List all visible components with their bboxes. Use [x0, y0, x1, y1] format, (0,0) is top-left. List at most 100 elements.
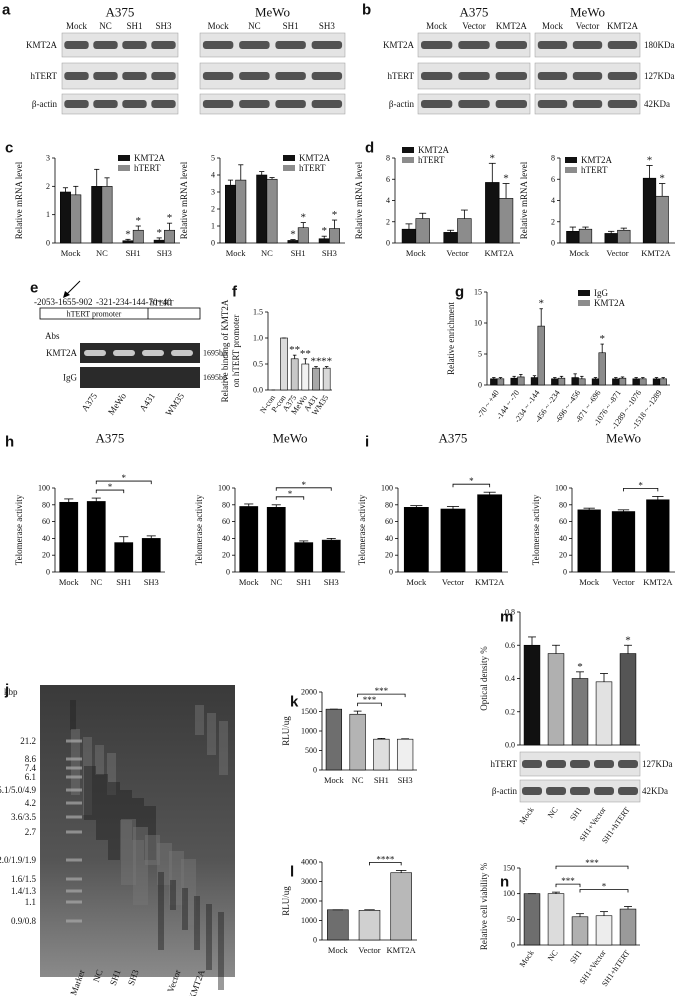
y-tick-label: 1.5: [253, 308, 263, 317]
bar: [611, 511, 636, 573]
y-tick-label: 100: [38, 484, 50, 493]
blot-band: [275, 72, 306, 80]
bar: [390, 872, 412, 941]
blot-band: [275, 100, 306, 108]
bar: [440, 508, 466, 573]
y-axis-label: Relative mRNA level: [354, 161, 364, 239]
row-label: hTERT: [31, 71, 58, 81]
x-tick-label: SH1: [291, 248, 306, 258]
blot-band: [594, 787, 614, 795]
y-tick-label: 0: [226, 568, 230, 577]
blot-background: [199, 93, 346, 115]
lane-label: SH1: [283, 21, 299, 31]
y-tick-label: 6: [551, 175, 555, 184]
blot-band: [570, 760, 590, 768]
y-tick-label: 4: [211, 171, 215, 180]
lane-label: A431: [137, 391, 157, 413]
marker-band: [66, 815, 82, 819]
y-tick-label: 2000: [301, 688, 317, 697]
bar: [659, 378, 667, 386]
bar: [578, 228, 593, 244]
y-tick-label: 5: [211, 154, 215, 163]
bracket: [452, 483, 491, 488]
blot-band: [93, 72, 118, 80]
bar: [577, 509, 601, 573]
blot-band: [522, 760, 542, 768]
size-label: 1695bp: [203, 373, 227, 382]
y-tick-label: 100: [218, 484, 230, 493]
y-tick-label: 2: [386, 217, 390, 226]
y-axis-label: Relative cell viability %: [479, 862, 489, 950]
x-tick-label: Mock: [324, 775, 345, 785]
y-tick-label: 2: [211, 205, 215, 214]
bar: [557, 377, 566, 386]
bar: [642, 177, 657, 244]
significance: *: [490, 152, 496, 164]
legend-swatch: [565, 167, 577, 173]
lane-label: NC: [91, 968, 105, 983]
y-tick-label: 0: [511, 941, 515, 950]
panel-letter: h: [5, 434, 14, 451]
marker-band: [66, 889, 82, 893]
bar: [294, 542, 314, 573]
y-tick-label: 0: [46, 568, 50, 577]
y-tick-label: 8: [551, 154, 555, 163]
bracket: [275, 487, 332, 491]
lane-label: MeWo: [106, 391, 128, 417]
x-tick-label: NC: [270, 577, 282, 587]
significance: *: [659, 173, 665, 185]
x-tick-label: KMT2A: [475, 577, 505, 587]
bar: [403, 507, 429, 573]
marker-band: [66, 766, 82, 770]
gel-streak: [158, 872, 164, 950]
lane-label: Mock: [208, 21, 229, 31]
marker-label: 4.2: [25, 798, 36, 808]
y-tick-label: 0.0: [505, 741, 515, 750]
significance: *: [125, 228, 131, 240]
bracket-label: *: [602, 882, 607, 892]
positions: -321-234-144-70+40: [96, 297, 172, 307]
marker-label: 7.4: [25, 763, 37, 773]
bar: [571, 916, 589, 946]
gel-streak: [218, 912, 224, 990]
y-axis-label: Telomerase activity: [194, 494, 204, 565]
y-tick-label: 20: [559, 551, 567, 560]
bracket: [623, 488, 659, 492]
gel-streak: [157, 843, 172, 885]
x-tick-label: Mock: [59, 577, 80, 587]
significance: *: [290, 229, 296, 241]
y-tick-label: 0.5: [253, 360, 263, 369]
bar: [618, 377, 627, 386]
bracket: [357, 702, 382, 707]
y-tick-label: 0.0: [253, 386, 263, 395]
lane-label: KMT2A: [607, 21, 638, 31]
blot-band: [537, 100, 568, 108]
legend-label: KMT2A: [418, 145, 449, 155]
bar: [266, 507, 286, 573]
gel-streak: [96, 774, 108, 840]
blot-band: [420, 41, 453, 49]
row-label: KMT2A: [26, 40, 57, 50]
bar: [349, 713, 366, 771]
bar: [632, 378, 640, 386]
y-tick-label: 0.6: [505, 641, 515, 650]
blot-band: [122, 72, 147, 80]
y-tick-label: 80: [385, 500, 393, 509]
marker-label: 21.2: [20, 736, 36, 746]
x-tick-label: Mock: [406, 577, 427, 587]
x-tick-label: Vector: [442, 577, 464, 587]
y-axis-label: Telomerase activity: [14, 494, 24, 565]
bracket: [95, 480, 152, 485]
blot-band: [151, 41, 176, 49]
x-tick-label: Vector: [606, 248, 628, 258]
gel-streak: [132, 798, 144, 840]
bar: [498, 198, 514, 244]
y-tick-label: 60: [559, 517, 567, 526]
gel-streak: [219, 721, 228, 775]
gel-streak: [194, 896, 200, 950]
blot-band: [572, 100, 603, 108]
gel-streak: [169, 851, 184, 905]
y-tick-label: 1000: [301, 916, 317, 925]
lane-label: Vector: [462, 21, 486, 31]
x-tick-label: KMT2A: [643, 577, 673, 587]
